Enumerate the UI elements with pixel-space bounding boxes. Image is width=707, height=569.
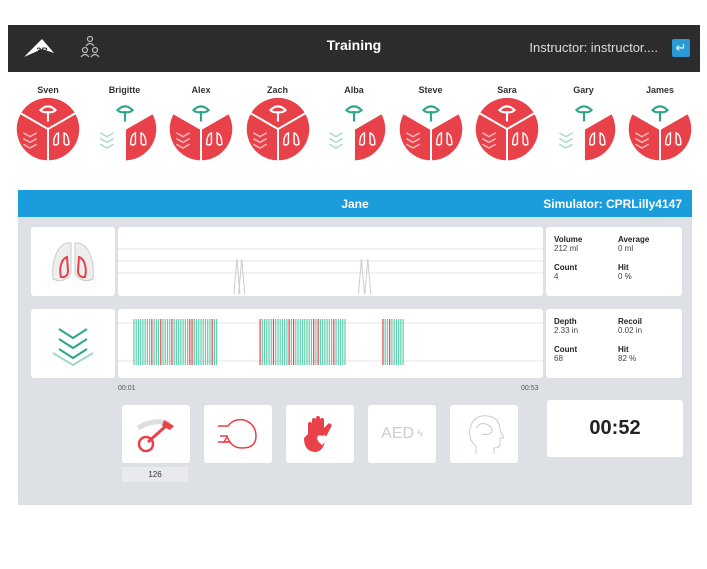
participant-zach[interactable]: Zach [240, 85, 316, 172]
participant-name: Sven [37, 85, 59, 95]
comp-hit-value: 82 % [618, 354, 637, 363]
timeline-start: 00:01 [118, 385, 136, 392]
participants-row: Sven Brigitte Alex Zach Alba Steve Sara Gary Jam… [10, 85, 700, 170]
lungs-icon-box [31, 227, 115, 296]
participant-steve[interactable]: Steve [393, 85, 469, 172]
participant-status-icon [473, 96, 541, 163]
brain-head-icon [469, 415, 504, 454]
aed-button[interactable]: AED ϟ [368, 405, 436, 463]
head-tilt-icon [218, 418, 257, 449]
instructor-label[interactable]: Instructor: instructor.... [529, 40, 658, 55]
simulator-id: Simulator: CPRLilly4147 [543, 197, 682, 211]
compression-rate-value: 126 [122, 467, 188, 482]
participant-name: Steve [418, 85, 443, 95]
participant-status-icon [397, 105, 464, 163]
vent-hit-value: 0 % [618, 272, 632, 281]
lungs-icon [52, 242, 94, 282]
session-panel: Volume 212 ml Average 0 ml Count 4 Hit 0 % D… [18, 217, 692, 505]
ventilation-chart [118, 227, 543, 296]
ventilation-peak [357, 258, 365, 295]
average-value: 0 ml [618, 244, 634, 253]
participant-alba[interactable]: Alba [316, 85, 392, 172]
participant-status-icon [167, 105, 235, 163]
timeline-end: 00:53 [521, 385, 539, 392]
ventilation-peak [233, 258, 241, 295]
participant-status-icon [99, 105, 158, 163]
participant-james[interactable]: James [622, 85, 698, 172]
svg-text:3B: 3B [36, 46, 48, 56]
average-label: Average [618, 235, 650, 244]
compression-rate-button[interactable] [122, 405, 190, 463]
depth-value: 2.33 in [554, 326, 579, 335]
comp-count-value: 68 [554, 354, 563, 363]
participant-name: Alex [191, 85, 211, 95]
participant-status-icon [244, 96, 311, 163]
hand-heart-icon [304, 416, 332, 452]
participant-name: Alba [344, 85, 364, 95]
participant-name: Sara [497, 85, 517, 95]
header-bar: 3B Training Instructor: instructor.... ↵ [8, 25, 700, 72]
aed-label: AED [381, 425, 415, 442]
session-timer: 00:52 [547, 400, 683, 457]
vent-count-value: 4 [554, 272, 559, 281]
participant-sven[interactable]: Sven [10, 85, 86, 172]
participant-status-icon [14, 96, 82, 163]
student-name: Jane [341, 197, 369, 211]
logout-button[interactable]: ↵ [672, 39, 690, 57]
vent-hit-label: Hit [618, 263, 629, 272]
ventilation-peak [238, 258, 246, 295]
recoil-label: Recoil [618, 317, 643, 326]
participant-name: Zach [266, 85, 288, 95]
3b-logo-icon: 3B [24, 39, 54, 57]
hand-button[interactable] [286, 405, 354, 463]
gauge-icon [136, 419, 174, 453]
ventilation-stats: Volume 212 ml Average 0 ml Count 4 Hit 0 % [546, 227, 682, 296]
participant-name: Brigitte [108, 85, 141, 95]
depth-label: Depth [554, 317, 577, 326]
participant-gary[interactable]: Gary [546, 85, 622, 172]
ventilation-peak [364, 258, 372, 295]
comp-count-label: Count [554, 345, 578, 354]
group-icon[interactable] [80, 35, 100, 59]
participant-sara[interactable]: Sara [469, 85, 545, 172]
comp-hit-label: Hit [618, 345, 629, 354]
participant-name: Gary [573, 85, 594, 95]
volume-value: 212 ml [554, 244, 579, 253]
page-title: Training [326, 37, 382, 53]
volume-label: Volume [554, 235, 583, 244]
compression-icon-box [31, 309, 115, 378]
brain-button[interactable] [450, 405, 518, 463]
participant-alex[interactable]: Alex [163, 85, 239, 172]
chevrons-icon [52, 328, 94, 367]
participant-status-icon [626, 105, 694, 163]
compression-chart [118, 309, 543, 378]
vent-count-label: Count [554, 263, 578, 272]
lightning-icon: ϟ [417, 428, 423, 440]
participant-status-icon [328, 105, 388, 163]
participant-name: James [645, 85, 675, 95]
recoil-value: 0.02 in [618, 326, 643, 335]
participant-brigitte[interactable]: Brigitte [87, 85, 163, 172]
session-bar: Jane Simulator: CPRLilly4147 [18, 190, 692, 217]
compression-stats: Depth 2.33 in Recoil 0.02 in Count 68 Hit 82… [546, 309, 682, 378]
airway-button[interactable] [204, 405, 272, 463]
participant-status-icon [558, 105, 617, 163]
